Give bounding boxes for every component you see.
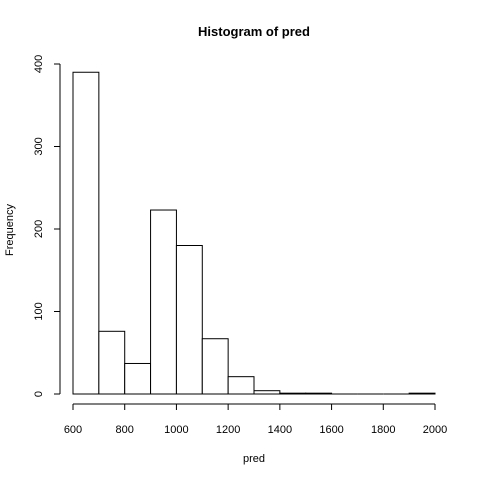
x-tick-label: 2000 (423, 424, 447, 436)
y-tick-label: 0 (33, 391, 45, 397)
x-tick-label: 1600 (319, 424, 343, 436)
histogram-bar (305, 392, 333, 395)
x-tick-label: 1000 (164, 424, 188, 436)
x-tick-label: 1200 (216, 424, 240, 436)
histogram-bar (150, 209, 177, 395)
histogram-bar (98, 330, 126, 395)
chart-title: Histogram of pred (198, 24, 310, 39)
histogram-bar (279, 392, 307, 395)
bars-group (72, 71, 436, 395)
x-tick-label: 1800 (371, 424, 395, 436)
histogram-bar (124, 362, 152, 395)
histogram-bar (175, 245, 203, 395)
x-tick-label: 800 (116, 424, 134, 436)
y-tick-label: 300 (33, 137, 45, 155)
histogram-bar (253, 390, 281, 395)
histogram-bar (201, 338, 229, 395)
histogram-bar (227, 376, 255, 395)
y-axis-label: Frequency (4, 204, 16, 256)
histogram-bar (408, 392, 436, 395)
x-tick-label: 1400 (268, 424, 292, 436)
x-axis: 600 800 1000 1200 1400 1600 1800 2000 (64, 403, 447, 436)
x-axis-label: pred (243, 453, 265, 465)
y-tick-label: 400 (33, 55, 45, 73)
histogram-bar (72, 71, 100, 395)
y-tick-label: 100 (33, 302, 45, 320)
x-tick-label: 600 (64, 424, 82, 436)
y-tick-label: 200 (33, 220, 45, 238)
y-axis: 0 100 200 300 400 (33, 55, 61, 397)
